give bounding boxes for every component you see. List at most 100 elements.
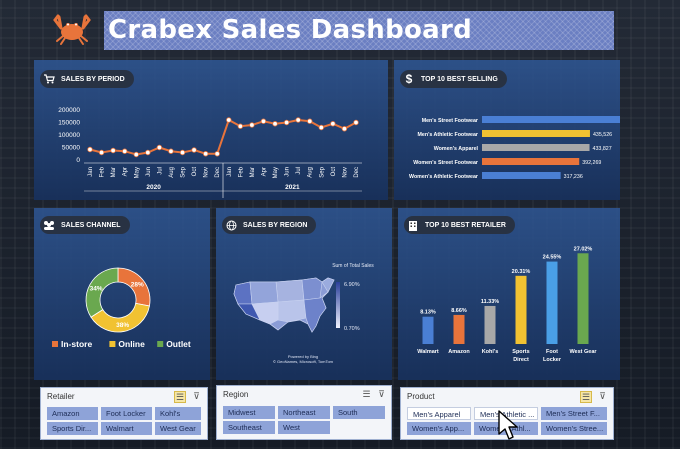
sales-by-period-chart: 200000 150000 100000 50000 0 Jan Feb Mar Apr May J… [58, 107, 362, 198]
sales-by-region-panel[interactable]: SALES BY REGION Sum of Total Sales 6.90%… [216, 208, 392, 380]
panel-title: SALES BY REGION [222, 216, 317, 234]
clear-filter-icon[interactable]: ⊽ [378, 389, 385, 399]
top10-best-retailer-panel[interactable]: TOP 10 BEST RETAILER 8.13% Walmart 8.66% Am… [398, 208, 620, 380]
cart-icon [40, 70, 58, 88]
data-point [341, 126, 348, 132]
data-label: 11.33% [481, 299, 499, 305]
data-label: 8.13% [420, 310, 436, 316]
people-icon [40, 216, 58, 234]
x-tick-label: Mar [111, 167, 117, 177]
slicer-item[interactable]: Women's App... [407, 422, 471, 435]
sales-channel-panel[interactable]: SALES CHANNEL 28% 38% 34% In-store Online Out… [34, 208, 210, 380]
slicer-item[interactable]: Men's Apparel [407, 407, 471, 420]
legend-label: Online [118, 339, 145, 349]
bar [482, 130, 590, 137]
category-label: Women's Street Footwear [413, 160, 478, 166]
slicer-item[interactable]: Midwest [223, 406, 275, 419]
x-tick-label: Apr [261, 167, 267, 176]
panel-title: SALES CHANNEL [40, 216, 130, 234]
slicer-item[interactable]: Foot Locker [101, 407, 152, 420]
top10-best-selling-panel[interactable]: $ TOP 10 BEST SELLING Men's Street Footw… [394, 60, 620, 200]
retailer-slicer[interactable]: Retailer ☰ ⊽ Amazon Foot Locker Kohl's S… [40, 387, 208, 440]
x-tick-label: Jun [146, 167, 152, 177]
clear-filter-icon[interactable]: ⊽ [599, 391, 606, 401]
data-point [307, 118, 313, 124]
y-tick-label: 0 [76, 157, 80, 164]
x-tick-label: Nov [204, 167, 210, 178]
region-slicer[interactable]: Region ☰ ⊽ Midwest Northeast South South… [216, 385, 392, 440]
pie-slice [85, 267, 119, 318]
bar [577, 253, 589, 344]
data-label: 20.31% [512, 269, 531, 275]
series-line [89, 118, 357, 156]
data-point [214, 151, 220, 157]
slicer-item[interactable]: Walmart [101, 422, 152, 435]
slicer-item[interactable]: South [333, 406, 385, 419]
data-point [145, 149, 151, 156]
multi-select-icon[interactable]: ☰ [362, 389, 371, 399]
x-tick-label: Feb [238, 166, 244, 177]
map-legend-title: Sum of Total Sales [332, 263, 374, 269]
year-label: 2020 [146, 184, 161, 191]
slicer-item[interactable]: Women's Stree... [541, 422, 607, 435]
data-label: 433,827 [593, 146, 612, 152]
bar [515, 275, 527, 344]
x-tick-label: May [273, 167, 279, 178]
slicer-item[interactable]: West Gear [155, 422, 201, 435]
slicer-item[interactable]: Men's Street F... [541, 407, 607, 420]
bar [482, 116, 620, 123]
data-label: 317,236 [564, 174, 583, 180]
data-point [260, 118, 267, 124]
slicer-item[interactable]: Sports Dir... [47, 422, 98, 435]
retailer-slicer-header: Retailer [47, 392, 75, 401]
x-tick-label: Sep [319, 166, 325, 177]
multi-select-icon[interactable]: ☰ [580, 391, 592, 403]
multi-select-icon[interactable]: ☰ [174, 391, 186, 403]
x-tick-label: Jan [88, 167, 94, 177]
data-label: 392,269 [582, 160, 601, 166]
clear-filter-icon[interactable]: ⊽ [193, 391, 200, 401]
x-tick-label: Dec [354, 167, 360, 178]
map-legend-max: 6.90% [344, 282, 360, 288]
legend-swatch [109, 341, 116, 347]
building-icon [404, 216, 422, 234]
data-label: 24.55% [543, 255, 562, 261]
x-tick-label: Mar [250, 167, 256, 177]
dashboard-title: Crabex Sales Dashboard [108, 15, 473, 45]
x-tick-label: Aug [308, 167, 314, 178]
us-map [233, 277, 335, 333]
map-legend-gradient [336, 282, 340, 328]
slicer-item[interactable]: Northeast [278, 406, 330, 419]
region-slicer-header: Region [223, 390, 249, 399]
map-credit-line2: © GeoNames, Microsoft, TomTom [273, 359, 333, 364]
data-point [133, 151, 139, 158]
panel-title: TOP 10 BEST RETAILER [404, 216, 515, 234]
panel-title-text: SALES BY PERIOD [61, 75, 125, 83]
data-point [318, 124, 325, 131]
data-label: 27.02% [574, 246, 593, 252]
slicer-item[interactable]: Amazon [47, 407, 98, 420]
slicer-item[interactable]: Southeast [223, 421, 275, 434]
map-credit: Powered by Bing © GeoNames, Microsoft, T… [258, 354, 348, 364]
data-point [179, 149, 186, 156]
x-tick-label: Oct [331, 167, 337, 177]
x-tick-label: Aug [169, 167, 175, 178]
title-band: Crabex Sales Dashboard [104, 11, 614, 50]
slicer-item[interactable]: Kohl's [155, 407, 201, 420]
data-point [98, 149, 105, 156]
bar [422, 316, 434, 344]
data-point [191, 147, 197, 153]
x-tick-label: May [134, 167, 140, 178]
x-tick-label: Jan [227, 167, 233, 177]
sales-by-period-panel[interactable]: SALES BY PERIOD 200000 150000 100000 50000 0… [34, 60, 388, 200]
category-label: Men's Athletic Footwear [417, 132, 478, 138]
panel-title: SALES BY PERIOD [40, 70, 134, 88]
x-tick-label: Jun [285, 167, 291, 177]
x-tick-label: Feb [100, 166, 106, 177]
dollar-icon: $ [405, 72, 413, 86]
product-slicer-header: Product [407, 392, 435, 401]
bar [482, 144, 590, 151]
slicer-item[interactable]: West [278, 421, 330, 434]
y-tick-label: 200000 [58, 107, 80, 114]
legend-swatch [157, 341, 164, 347]
